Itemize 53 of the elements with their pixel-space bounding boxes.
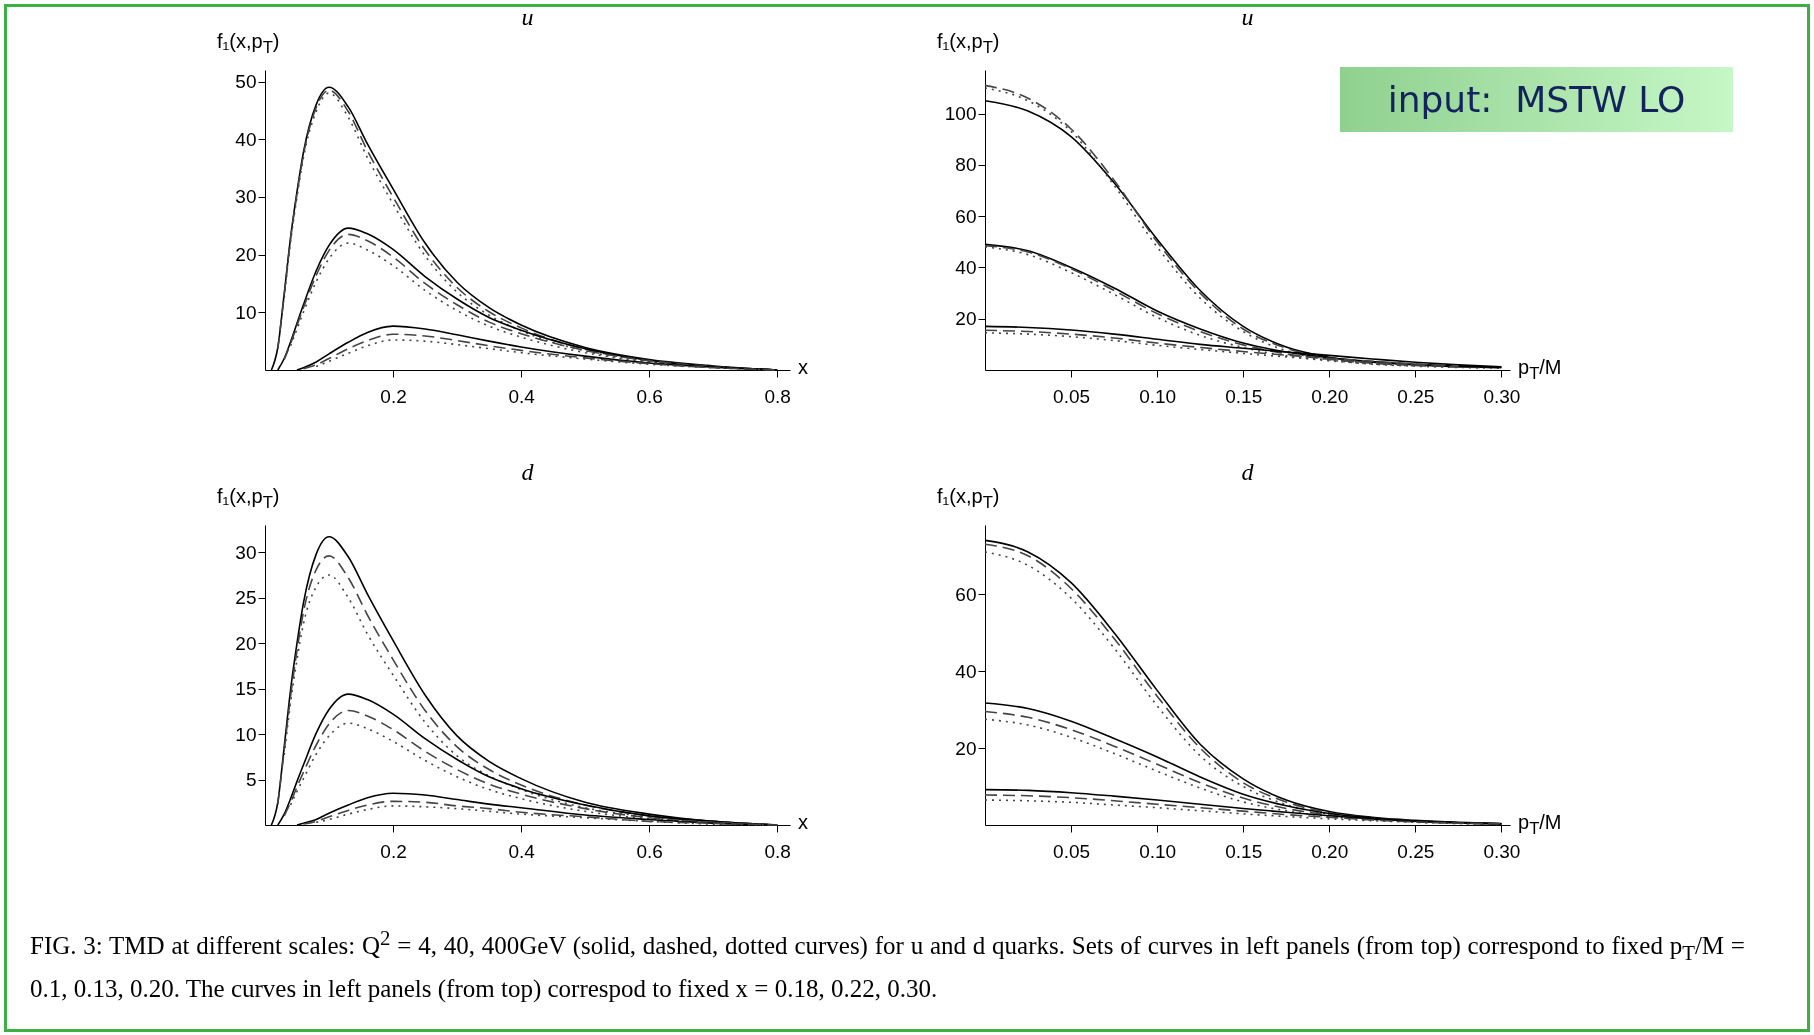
y-axis-title: f₁(x,p$_{T}$) — [937, 485, 1000, 513]
y-axis-title: f₁(x,p$_{T}$) — [937, 30, 1000, 58]
x-tick-label: 0.30 — [1483, 385, 1521, 407]
y-tick-label: 40 — [235, 128, 257, 150]
x-tick-label: 0.2 — [380, 385, 407, 407]
x-tick-label: 0.8 — [764, 385, 791, 407]
x-axis-title: p$_{T}$/M — [1518, 811, 1562, 839]
y-tick-label: 5 — [245, 769, 257, 791]
y-tick-label: 40 — [955, 256, 977, 278]
x-tick-label: 0.25 — [1397, 385, 1435, 407]
x-tick-label: 0.20 — [1311, 840, 1349, 862]
x-axis-title: p$_{T}$/M — [1518, 356, 1562, 384]
x-tick-label: 0.6 — [636, 385, 663, 407]
y-tick-label: 10 — [235, 301, 257, 323]
x-tick-label: 0.25 — [1397, 840, 1435, 862]
y-tick-label: 40 — [955, 660, 977, 682]
x-tick-label: 0.05 — [1053, 385, 1091, 407]
x-tick-label: 0.4 — [508, 385, 536, 407]
y-tick-label: 15 — [235, 678, 257, 700]
chart-title: u — [521, 4, 534, 30]
x-tick-label: 0.2 — [380, 840, 407, 862]
y-tick-label: 30 — [235, 186, 257, 208]
chart-title: d — [1241, 459, 1255, 485]
chart-title: d — [521, 459, 535, 485]
x-tick-label: 0.10 — [1139, 385, 1177, 407]
x-tick-label: 0.05 — [1053, 840, 1091, 862]
chart-title: u — [1241, 4, 1254, 30]
x-tick-label: 0.15 — [1225, 385, 1263, 407]
y-tick-label: 60 — [955, 205, 977, 227]
y-tick-label: 50 — [235, 71, 257, 93]
y-tick-label: 20 — [955, 737, 977, 759]
x-tick-label: 0.15 — [1225, 840, 1263, 862]
y-tick-label: 100 — [944, 103, 977, 125]
y-tick-label: 30 — [235, 541, 257, 563]
y-tick-label: 25 — [235, 587, 257, 609]
x-tick-label: 0.20 — [1311, 385, 1349, 407]
x-axis-title: x — [798, 356, 808, 379]
text: FIG. 3: TMD at different scales: Q$^{2}$ = 4, 40, 400GeV (solid, dashed, dotted curves) for u and d quarks. Sets of curves in left panels (from top) correspond to fixed p$_{T}$/M = 0.1, 0.13, 0.20. The curves in left panels (from top) correspod to fixed x = 0.18, 0.22, 0.30. — [30, 926, 1745, 1003]
y-tick-label: 20 — [955, 308, 977, 330]
x-tick-label: 0.10 — [1139, 840, 1177, 862]
x-tick-label: 0.4 — [508, 840, 536, 862]
y-tick-label: 80 — [955, 154, 977, 176]
y-tick-label: 20 — [235, 244, 257, 266]
y-axis-title: f₁(x,p$_{T}$) — [217, 30, 280, 58]
x-tick-label: 0.6 — [636, 840, 663, 862]
x-tick-label: 0.8 — [764, 840, 791, 862]
y-axis-title: f₁(x,p$_{T}$) — [217, 485, 280, 513]
x-tick-label: 0.30 — [1483, 840, 1521, 862]
y-tick-label: 20 — [235, 632, 257, 654]
x-axis-title: x — [798, 811, 808, 834]
y-tick-label: 10 — [235, 723, 257, 745]
annotation: input: MSTW LO — [1340, 67, 1733, 132]
y-tick-label: 60 — [955, 583, 977, 605]
